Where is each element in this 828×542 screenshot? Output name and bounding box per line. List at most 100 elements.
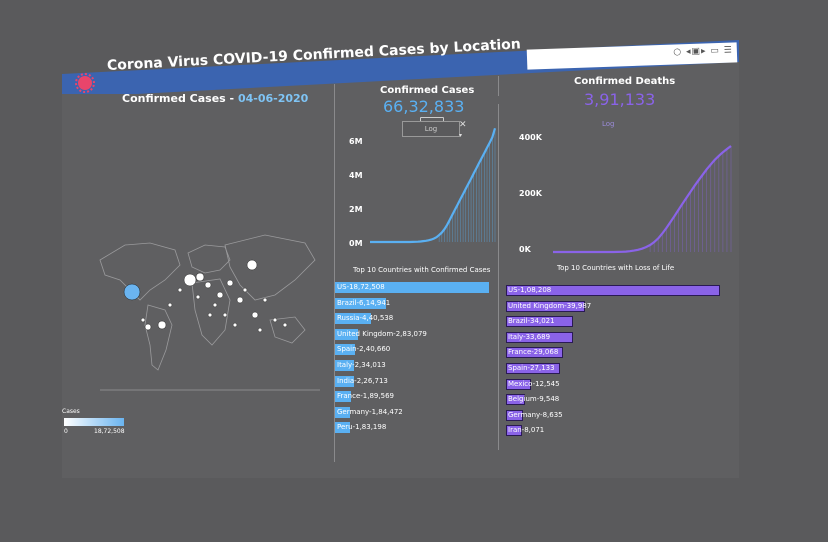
bar-row[interactable]: Peru-1,83,198	[335, 422, 489, 434]
map-bubble[interactable]	[177, 287, 183, 293]
bar-row[interactable]: United Kingdom-39,987	[506, 300, 720, 312]
bar[interactable]	[335, 313, 372, 325]
bar-row[interactable]: Brazil-34,021	[506, 316, 720, 328]
bar-row[interactable]: Iran-8,071	[506, 425, 720, 437]
bar-row[interactable]: Spain-2,40,660	[335, 344, 489, 356]
bar[interactable]	[506, 300, 586, 312]
bar-row[interactable]: US-1,08,208	[506, 285, 720, 296]
map-europe	[187, 244, 231, 274]
confirmed-cases-chart[interactable]	[370, 122, 497, 244]
bar-label: Russia-4,40,538	[337, 314, 394, 323]
bar-label: France-29,068	[508, 348, 559, 357]
map-bubble[interactable]	[222, 312, 228, 318]
bar-row[interactable]: Mexico-12,545	[506, 378, 720, 390]
bar-label: US-1,08,208	[508, 286, 552, 294]
bar[interactable]	[506, 394, 525, 406]
bar-chart1-title: Top 10 Countries with Confirmed Cases	[353, 266, 491, 274]
map-bubble[interactable]	[212, 302, 218, 308]
series-line[interactable]	[370, 127, 497, 244]
map-bubble[interactable]	[123, 283, 141, 301]
bar-label: US-18,72,508	[337, 283, 385, 291]
bar[interactable]	[335, 344, 355, 356]
bar[interactable]	[506, 363, 560, 374]
y-tick-label: 200K	[519, 189, 542, 198]
bar-row[interactable]: Spain-27,133	[506, 363, 720, 374]
map-bubble[interactable]	[207, 312, 213, 318]
world-map[interactable]	[80, 205, 340, 405]
bar-label: Italy-33,689	[508, 332, 551, 341]
map-bubble[interactable]	[251, 311, 259, 319]
divider-left	[334, 84, 335, 462]
bar[interactable]	[506, 378, 531, 390]
map-asia	[224, 234, 316, 301]
map-bubble[interactable]	[272, 317, 278, 323]
map-bubble[interactable]	[246, 259, 258, 271]
y-tick-label: 0K	[519, 245, 531, 254]
map-bubble[interactable]	[204, 281, 212, 289]
map-bubble[interactable]	[216, 291, 224, 299]
bar-label: Belgium-9,548	[508, 395, 560, 404]
confirmed-deaths-chart[interactable]	[553, 130, 732, 254]
bar[interactable]	[506, 285, 720, 296]
bar-label: India-2,26,713	[337, 376, 388, 385]
map-africa	[191, 278, 231, 346]
bar-row[interactable]: Russia-4,40,538	[335, 313, 489, 325]
bar[interactable]	[335, 375, 354, 387]
map-bubble[interactable]	[226, 279, 234, 287]
bar-row[interactable]: US-18,72,508	[335, 282, 489, 293]
map-bubble[interactable]	[236, 296, 244, 304]
scale-select[interactable]: Log	[402, 121, 460, 137]
bar-row[interactable]: India-2,26,713	[335, 375, 489, 387]
bar[interactable]	[506, 331, 573, 343]
bar-row[interactable]: Belgium-9,548	[506, 394, 720, 406]
bar-label: Peru-1,83,198	[337, 423, 387, 432]
bar-row[interactable]: Germany-1,84,472	[335, 406, 489, 418]
bar-row[interactable]: Italy-2,34,013	[335, 360, 489, 371]
bar-label: United Kingdom-2,83,079	[337, 329, 427, 338]
chevron-down-icon[interactable]: ▾	[459, 132, 463, 139]
bar[interactable]	[335, 297, 386, 309]
bar-row[interactable]: Italy-33,689	[506, 331, 720, 343]
bar-row[interactable]: Germany-8,635	[506, 409, 720, 421]
confirmed-value: 66,32,833	[383, 97, 465, 116]
map-bubble[interactable]	[183, 273, 197, 287]
bar[interactable]	[335, 422, 351, 434]
series-line[interactable]	[553, 145, 732, 254]
map-date: 04-06-2020	[237, 92, 309, 105]
map-bubble[interactable]	[262, 297, 268, 303]
close-icon[interactable]: ✕	[459, 120, 467, 130]
toolbar-icons[interactable]: ○ ◂▣▸ ▭ ☰	[673, 45, 734, 58]
bar-row[interactable]: United Kingdom-2,83,079	[335, 328, 489, 340]
deaths-scale-label[interactable]: Log	[602, 120, 615, 128]
bar[interactable]	[506, 316, 574, 328]
bar-row[interactable]: France-29,068	[506, 347, 720, 359]
map-bubble[interactable]	[232, 322, 238, 328]
map-north-america	[99, 242, 181, 301]
bar[interactable]	[506, 425, 522, 437]
map-bubble[interactable]	[195, 294, 201, 300]
bar[interactable]	[506, 409, 524, 421]
bar[interactable]	[506, 347, 564, 359]
bar[interactable]	[335, 282, 489, 293]
legend-min: 0	[64, 428, 68, 435]
deaths-value: 3,91,133	[584, 90, 656, 109]
bar[interactable]	[335, 328, 359, 340]
map-bubble[interactable]	[144, 323, 152, 331]
bar[interactable]	[335, 406, 351, 418]
y-tick-label: 400K	[519, 133, 542, 142]
map-australia	[269, 316, 306, 344]
map-bubble[interactable]	[257, 327, 263, 333]
map-bubble[interactable]	[157, 320, 167, 330]
map-bubble[interactable]	[242, 287, 248, 293]
bar-chart2-title: Top 10 Countries with Loss of Life	[557, 264, 675, 272]
bar[interactable]	[335, 391, 351, 403]
map-bubble[interactable]	[140, 317, 146, 323]
bar-row[interactable]: France-1,89,569	[335, 391, 489, 403]
bar-row[interactable]: Brazil-6,14,941	[335, 297, 489, 309]
map-bubble[interactable]	[167, 302, 173, 308]
map-bubble[interactable]	[282, 322, 288, 328]
bar[interactable]	[335, 360, 355, 371]
divider-mid	[498, 104, 499, 450]
bar-label: Iran-8,071	[508, 426, 545, 435]
map-bubble[interactable]	[195, 272, 205, 282]
